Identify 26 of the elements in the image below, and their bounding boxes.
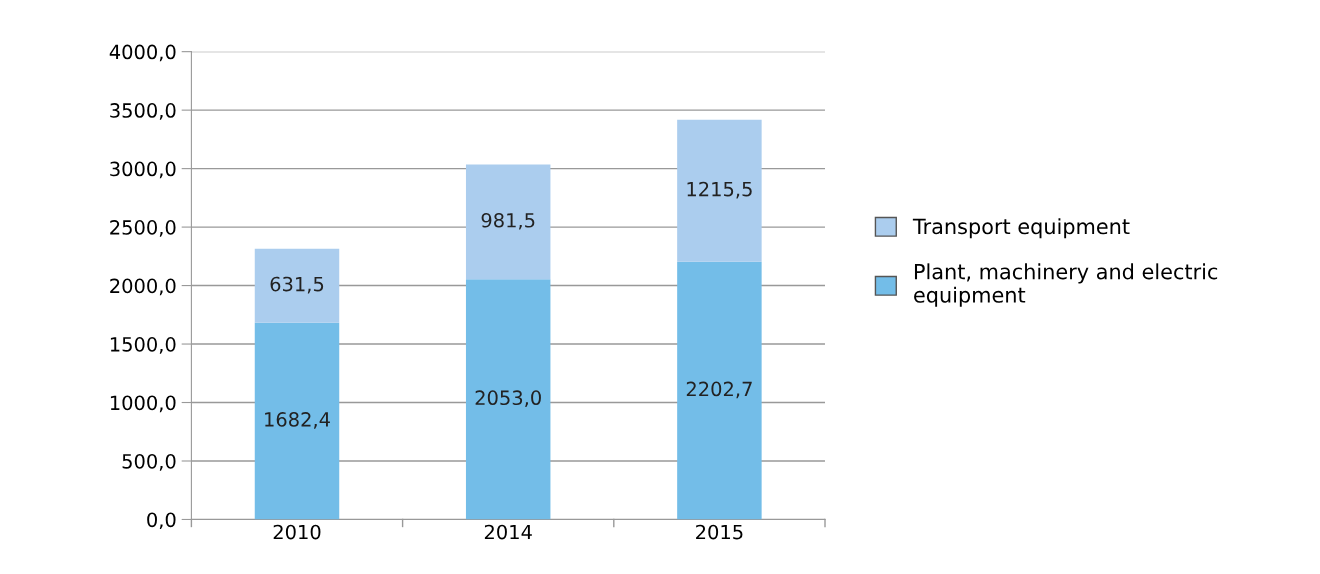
data-label: 2053,0 [475, 390, 541, 408]
y-tick-label: 1000,0 [110, 395, 176, 413]
x-tick-label: 2010 [273, 524, 321, 540]
y-tick-label: 3000,0 [110, 161, 176, 179]
y-tick-label: 500,0 [122, 453, 176, 471]
x-tick-label: 2014 [484, 524, 532, 540]
bar [465, 279, 551, 520]
x-tick-label: 2015 [696, 524, 743, 540]
data-label: 631,5 [270, 276, 324, 294]
y-tick-label: 2000,0 [110, 278, 176, 296]
y-tick-label: 2500,0 [110, 220, 176, 237]
y-tick-label: 0,0 [147, 512, 176, 530]
data-label: 2202,7 [686, 381, 752, 399]
bar [254, 322, 340, 520]
data-label: 981,5 [481, 212, 535, 230]
bar [677, 119, 762, 262]
bar [465, 164, 551, 280]
data-label: 1682,4 [265, 412, 330, 429]
y-tick-label: 1500,0 [110, 337, 176, 354]
bar [254, 248, 340, 323]
bar [677, 261, 762, 520]
y-tick-label: 3500,0 [110, 103, 176, 120]
y-tick-label: 4000,0 [109, 44, 176, 62]
data-label: 1215,5 [687, 181, 752, 199]
legend-label: Plant, machinery and electric equipment [914, 263, 1218, 307]
legend-label: Transport equipment [912, 218, 1130, 239]
